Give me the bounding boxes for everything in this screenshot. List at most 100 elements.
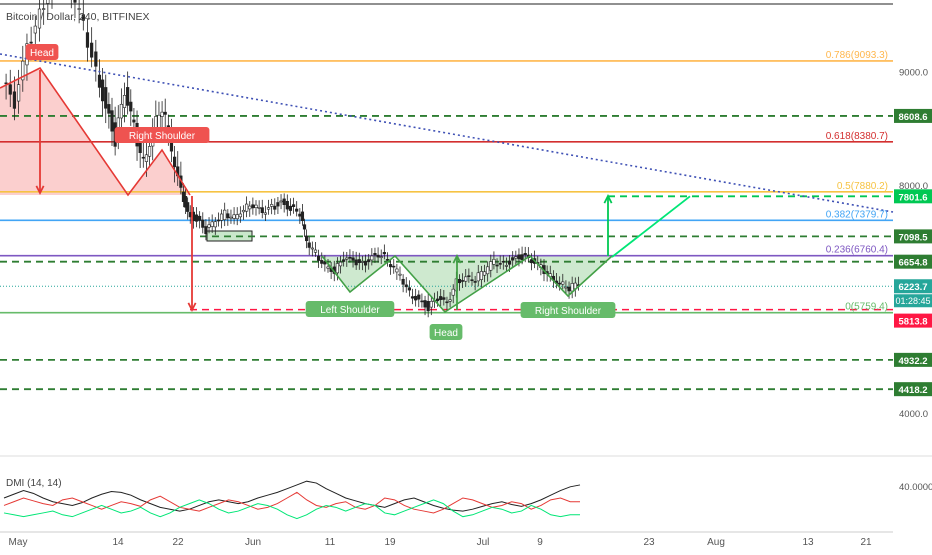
current-price-tag-label: 6223.7 xyxy=(898,282,927,293)
fib-level-label: 0.5(7880.2) xyxy=(837,181,888,192)
y-tick-label: 4000.0 xyxy=(899,409,928,420)
price-tag-box xyxy=(894,229,932,244)
candle-body xyxy=(201,219,205,228)
candle-body xyxy=(423,300,427,308)
candle-body xyxy=(260,207,264,214)
candle-body xyxy=(210,221,214,227)
x-tick-label: 19 xyxy=(384,537,396,548)
candle-body xyxy=(351,257,355,261)
candle-body xyxy=(323,261,327,265)
bottom-right-shoulder-badge-box xyxy=(520,302,616,318)
candle-body xyxy=(435,298,440,301)
price-tag-label: 8608.6 xyxy=(898,112,927,123)
labels-layer: 1(10001.0)0.786(9093.3)0.618(8380.7)0.5(… xyxy=(25,44,888,340)
timer-tag-box xyxy=(894,294,932,308)
candle-body xyxy=(564,286,568,289)
price-tag-label: 4932.2 xyxy=(898,356,927,367)
candle-body xyxy=(141,156,145,159)
y-tick-label: 8000.0 xyxy=(899,181,928,192)
candle-body xyxy=(310,247,314,250)
candle-body xyxy=(473,281,477,283)
candle-body xyxy=(354,259,358,266)
candle-body xyxy=(439,296,443,300)
candle-body xyxy=(4,82,8,85)
candle-body xyxy=(517,254,521,260)
x-tick-label: Jun xyxy=(245,537,261,548)
candle-body xyxy=(282,198,286,205)
candle-body xyxy=(345,257,349,260)
candle-body xyxy=(523,253,527,256)
candle-body xyxy=(12,91,17,109)
candle-body xyxy=(529,259,534,264)
candle-body xyxy=(395,268,399,273)
candle-body xyxy=(514,256,518,259)
candle-body xyxy=(445,301,449,304)
candle-body xyxy=(457,278,462,284)
candle-body xyxy=(501,260,505,263)
candle-body xyxy=(489,261,493,271)
candle-body xyxy=(392,265,396,268)
price-tag-box xyxy=(894,189,932,204)
x-tick-label: 23 xyxy=(643,537,655,548)
dmi-adx-line xyxy=(3,480,581,512)
candle-body xyxy=(157,114,161,128)
dmi-axis-label: 40.0000 xyxy=(899,482,932,493)
candle-body xyxy=(163,111,167,115)
candle-body xyxy=(367,259,371,263)
candle-body xyxy=(357,259,361,263)
candle-body xyxy=(363,261,368,266)
candle-body xyxy=(320,260,324,264)
candle-body xyxy=(73,0,77,3)
timer-tag-label: 01:28:45 xyxy=(895,296,930,306)
x-tick-label: 14 xyxy=(112,537,124,548)
candle-body xyxy=(276,202,280,207)
candle-body xyxy=(360,261,365,263)
price-tag-box xyxy=(894,108,932,123)
candle-body xyxy=(90,42,94,58)
candle-body xyxy=(232,214,236,219)
top-hs-zone-left xyxy=(0,68,128,195)
price-tag-box xyxy=(894,352,932,367)
fib-level-label: 0.382(7379.7) xyxy=(826,209,888,220)
candle-body xyxy=(173,156,177,168)
candle-body xyxy=(338,261,343,267)
candle-body xyxy=(511,257,515,261)
candle-body xyxy=(219,213,224,221)
candle-body xyxy=(429,300,433,308)
candle-body xyxy=(567,286,571,292)
candle-body xyxy=(398,273,402,276)
candle-body xyxy=(238,213,242,218)
candle-body xyxy=(486,266,490,275)
candle-body xyxy=(183,196,188,208)
fib-level-label: 0.786(9093.3) xyxy=(826,50,888,61)
fib-level-label: 0(5759.4) xyxy=(845,302,888,313)
x-tick-label: Aug xyxy=(707,537,725,548)
candle-body xyxy=(223,209,227,220)
candle-body xyxy=(317,255,321,261)
price-tag-box xyxy=(894,382,932,397)
candle-body xyxy=(97,74,102,88)
candle-body xyxy=(46,0,50,4)
candle-body xyxy=(326,266,330,269)
candle-body xyxy=(37,8,42,29)
candle-body xyxy=(101,79,105,102)
candle-body xyxy=(313,249,318,253)
candle-body xyxy=(94,51,98,67)
x-tick-label: 22 xyxy=(172,537,184,548)
breakdown-arrow-head xyxy=(187,302,197,312)
candle-body xyxy=(382,252,386,255)
candle-body xyxy=(29,41,33,44)
candle-body xyxy=(407,287,411,291)
candle-body xyxy=(213,221,217,228)
candle-body xyxy=(207,224,211,228)
candle-body xyxy=(385,259,390,261)
price-tag-label: 7801.6 xyxy=(898,192,927,203)
candle-body xyxy=(404,284,408,288)
fib-level-label: 0.236(6760.4) xyxy=(826,245,888,256)
candle-body xyxy=(305,235,309,242)
candle-body xyxy=(198,215,202,221)
candle-body xyxy=(379,256,383,258)
candle-body xyxy=(451,288,455,296)
